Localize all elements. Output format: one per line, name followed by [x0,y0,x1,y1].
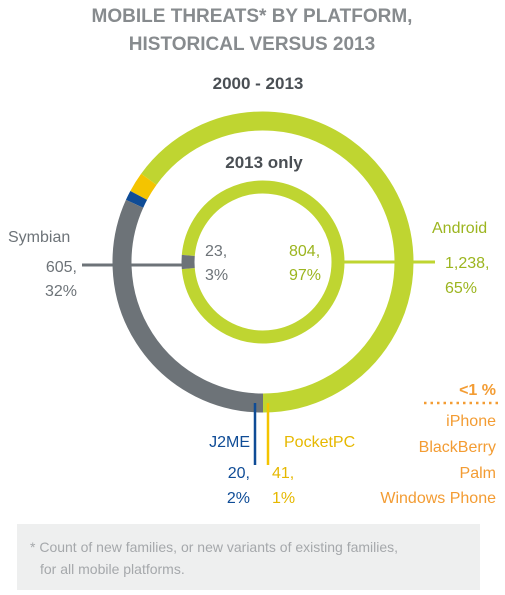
label-j2me-name: J2ME [209,434,250,451]
outer-ring-title: 2000 - 2013 [213,74,304,93]
label-inner-other-value: 23, [205,243,227,260]
label-android-percent: 65% [445,280,477,297]
footnote-line-2: for all mobile platforms. [40,561,185,577]
label-symbian-percent: 32% [45,283,77,300]
label-pocketpc-value: 41, [272,465,294,482]
outer-slice-pocketpc [130,173,157,201]
label-android-value: 1,238, [445,255,489,272]
label-j2me-value: 20, [228,465,250,482]
label-inner-android-value: 804, [289,243,320,260]
label-inner-other-percent: 3% [205,267,228,284]
label-j2me-percent: 2% [227,490,250,507]
label-symbian-name: Symbian [8,229,70,246]
chart-subtitle: HISTORICAL VERSUS 2013 [129,34,375,55]
outer-slice-j2me [125,190,148,208]
inner-ring-title: 2013 only [225,153,303,172]
label-symbian-value: 605, [46,259,77,276]
label-pocketpc-name: PocketPC [284,434,355,451]
footnote-line-1: * Count of new families, or new variants… [30,539,398,555]
small-platform-iphone: iPhone [446,413,496,430]
small-platform-blackberry: BlackBerry [419,439,496,456]
outer-ring [112,111,414,413]
small-platform-windows-phone: Windows Phone [380,490,496,507]
label-inner-android-percent: 97% [289,267,321,284]
inner-slice-android [181,180,345,344]
outer-slice-android [141,111,414,413]
chart-title: MOBILE THREATS* BY PLATFORM, [92,6,413,27]
inner-ring [181,180,345,344]
small-platforms-header: <1 % [459,382,496,399]
footnote-box [17,524,480,590]
small-platform-palm: Palm [460,465,496,482]
label-pocketpc-percent: 1% [272,490,295,507]
outer-slice-symbian [112,199,264,413]
label-android-name: Android [432,220,487,237]
